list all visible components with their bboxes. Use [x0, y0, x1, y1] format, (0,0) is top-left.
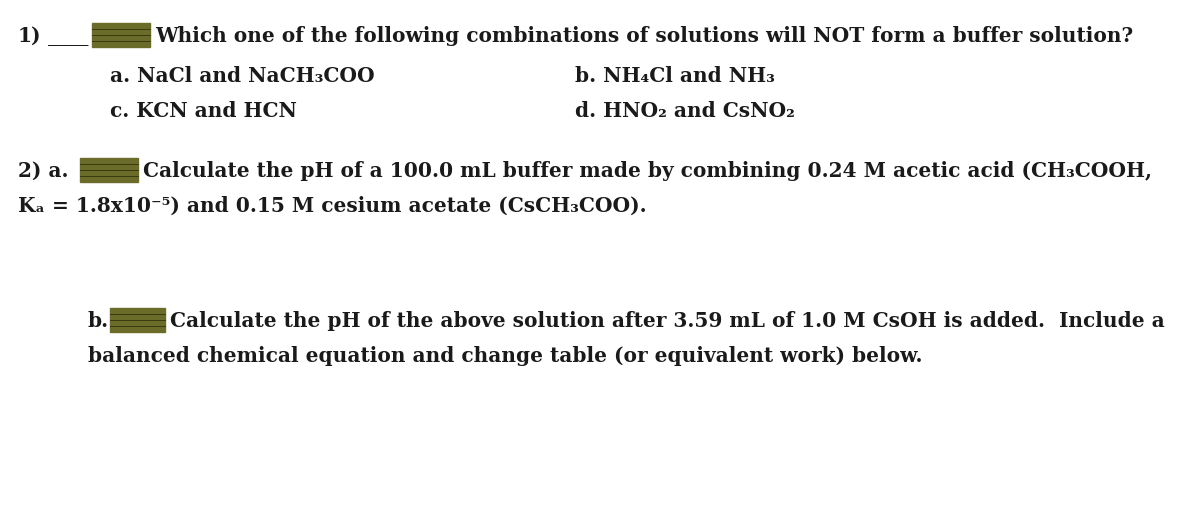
Text: Calculate the pH of a 100.0 mL buffer made by combining 0.24 M acetic acid (CH₃C: Calculate the pH of a 100.0 mL buffer ma…	[143, 161, 1152, 181]
Text: ____: ____	[48, 26, 89, 45]
Text: Which one of the following combinations of solutions will NOT form a buffer solu: Which one of the following combinations …	[155, 26, 1133, 46]
Text: b. NH₄Cl and NH₃: b. NH₄Cl and NH₃	[575, 66, 775, 86]
Text: b.: b.	[88, 311, 109, 330]
Text: Kₐ = 1.8x10⁻⁵) and 0.15 M cesium acetate (CsCH₃COO).: Kₐ = 1.8x10⁻⁵) and 0.15 M cesium acetate…	[18, 195, 647, 216]
FancyBboxPatch shape	[110, 309, 166, 332]
Text: c. KCN and HCN: c. KCN and HCN	[110, 101, 296, 121]
FancyBboxPatch shape	[92, 24, 150, 48]
FancyBboxPatch shape	[80, 159, 138, 183]
Text: Calculate the pH of the above solution after 3.59 mL of 1.0 M CsOH is added.  In: Calculate the pH of the above solution a…	[170, 311, 1165, 330]
Text: balanced chemical equation and change table (or equivalent work) below.: balanced chemical equation and change ta…	[88, 345, 923, 365]
Text: 2) a.: 2) a.	[18, 161, 68, 181]
Text: 1): 1)	[18, 26, 42, 46]
Text: d. HNO₂ and CsNO₂: d. HNO₂ and CsNO₂	[575, 101, 794, 121]
Text: a. NaCl and NaCH₃COO: a. NaCl and NaCH₃COO	[110, 66, 374, 86]
